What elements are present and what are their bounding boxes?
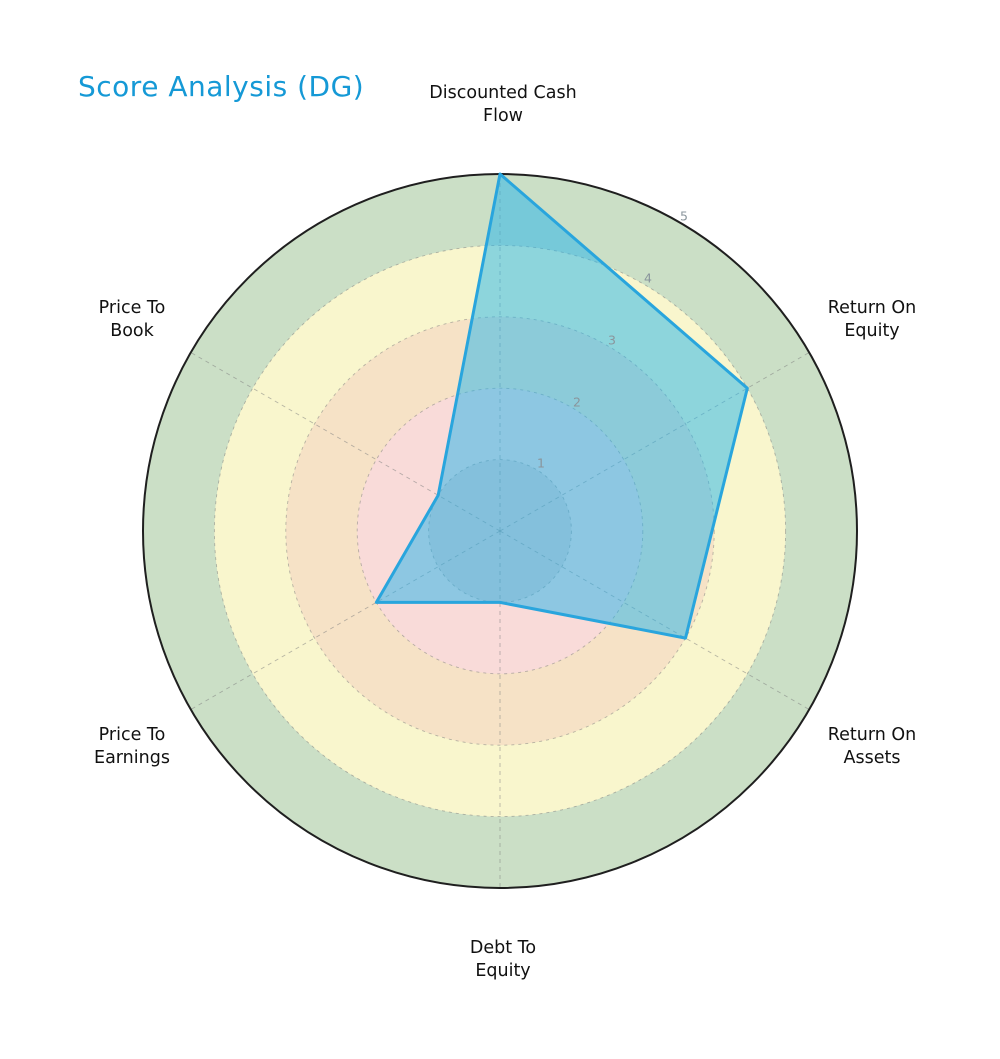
axis-label-debt-to-equity: Debt To Equity xyxy=(398,937,608,983)
axis-label-line: Equity xyxy=(475,961,531,981)
axis-label-price-to-earnings: Price To Earnings xyxy=(27,724,237,770)
radial-tick-1: 1 xyxy=(537,455,545,471)
axis-label-line: Return On xyxy=(827,724,917,745)
axis-label-line: Equity xyxy=(844,321,900,341)
axis-label-return-on-equity: Return On Equity xyxy=(767,297,977,343)
axis-label-line: Discounted Cash xyxy=(429,82,577,103)
chart-title: Score Analysis (DG) xyxy=(78,70,365,103)
axis-label-line: Book xyxy=(110,321,154,341)
radial-tick-2: 2 xyxy=(573,394,581,410)
axis-label-line: Price To xyxy=(98,724,166,745)
axis-label-line: Earnings xyxy=(94,748,170,768)
axis-label-discounted-cash-flow: Discounted Cash Flow xyxy=(398,82,608,128)
axis-label-line: Debt To xyxy=(469,937,537,958)
radial-tick-5: 5 xyxy=(680,208,688,224)
series-polygon-dg xyxy=(374,172,749,640)
axis-label-line: Flow xyxy=(483,106,523,126)
axis-label-return-on-assets: Return On Assets xyxy=(767,724,977,770)
radial-tick-3: 3 xyxy=(608,332,616,348)
radial-tick-4: 4 xyxy=(644,270,652,286)
axis-label-line: Price To xyxy=(98,297,166,318)
axis-label-price-to-book: Price To Book xyxy=(27,297,237,343)
axis-label-line: Return On xyxy=(827,297,917,318)
axis-label-line: Assets xyxy=(843,748,901,768)
